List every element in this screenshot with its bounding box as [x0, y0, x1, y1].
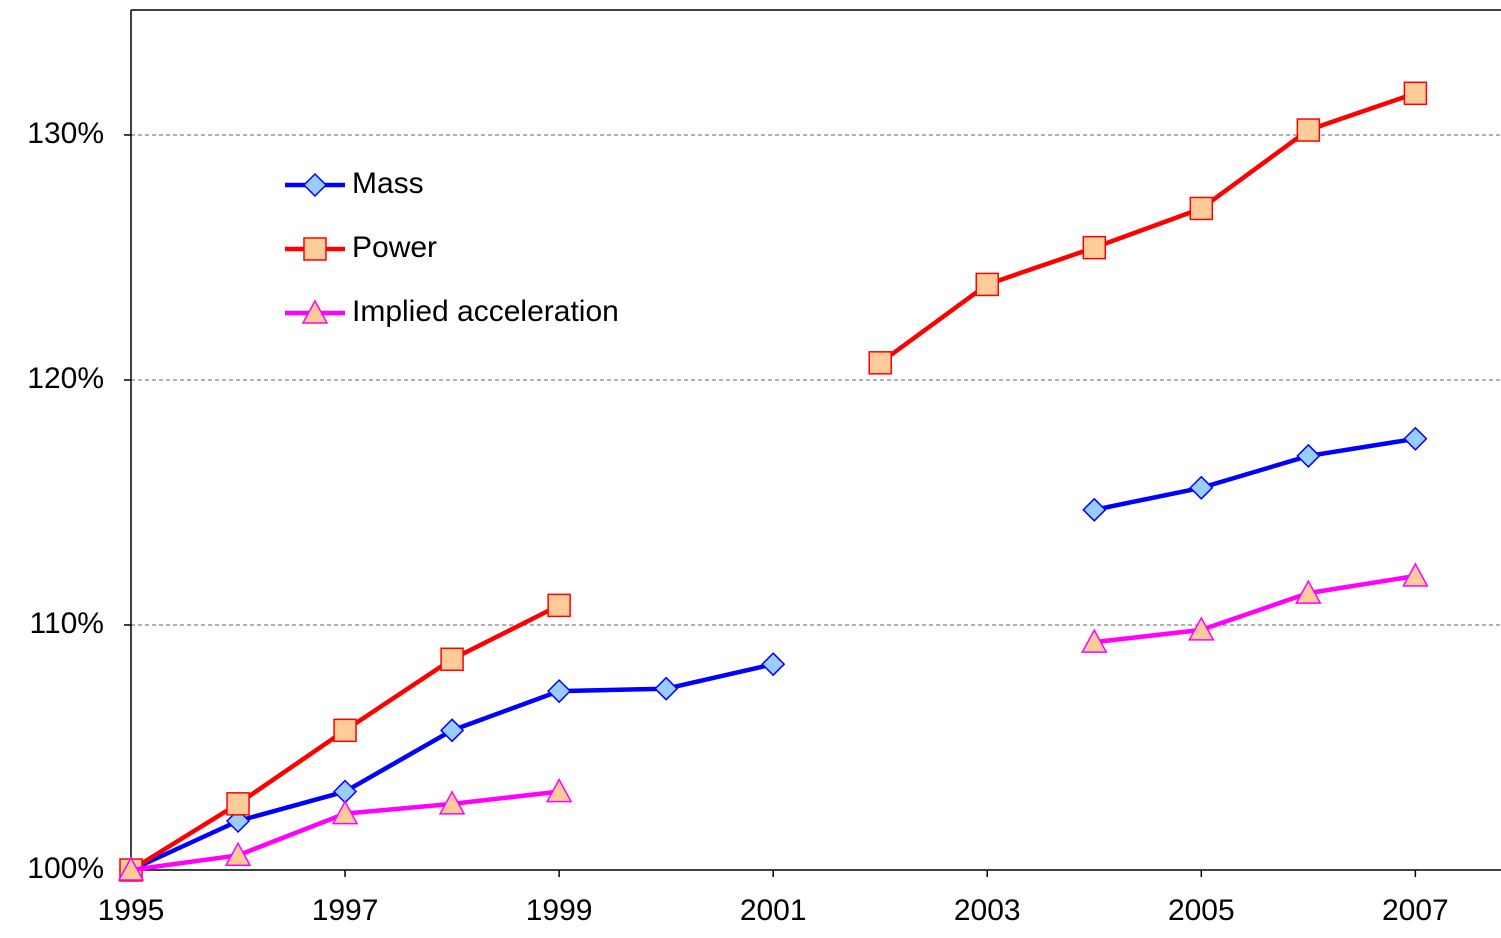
data-point — [117, 856, 145, 881]
series-line — [130, 661, 774, 873]
legend-marker — [301, 299, 329, 324]
data-point — [1189, 475, 1214, 500]
data-point — [975, 272, 999, 297]
legend-marker — [302, 172, 328, 198]
data-point — [440, 718, 465, 743]
data-point — [224, 841, 252, 867]
series-line — [1093, 436, 1416, 513]
data-point — [654, 676, 679, 701]
data-point — [1403, 81, 1428, 106]
data-point — [1403, 426, 1428, 451]
y-tick-label: 120% — [27, 362, 104, 395]
x-tick-label: 1997 — [312, 894, 379, 927]
x-tick-label: 1995 — [98, 894, 165, 927]
data-point — [440, 647, 464, 672]
data-point — [1296, 118, 1321, 142]
data-point — [761, 652, 786, 677]
data-point — [226, 792, 250, 816]
legend-marker — [303, 237, 327, 261]
data-point — [1082, 497, 1107, 522]
series-line — [878, 91, 1417, 365]
data-point — [1402, 562, 1429, 587]
data-point — [331, 800, 359, 825]
x-tick-label: 1999 — [526, 894, 593, 927]
x-tick-label: 2005 — [1168, 894, 1235, 927]
legend-label: Mass — [352, 167, 424, 200]
x-tick-label: 2003 — [954, 894, 1021, 927]
y-tick-label: 100% — [27, 852, 104, 885]
data-point — [868, 351, 892, 375]
data-point — [333, 779, 358, 804]
data-point — [545, 778, 573, 803]
data-point — [547, 679, 572, 704]
data-point — [1295, 579, 1322, 604]
data-point — [1189, 196, 1214, 221]
data-point — [1296, 443, 1321, 468]
x-tick-label: 2001 — [740, 894, 807, 927]
legend-label: Implied acceleration — [352, 295, 619, 328]
series-line — [1094, 573, 1416, 645]
x-tick-label: 2007 — [1382, 894, 1449, 927]
data-point — [1082, 235, 1107, 260]
data-point — [438, 790, 466, 815]
data-point — [547, 593, 571, 618]
data-point — [1081, 628, 1108, 653]
data-point — [1188, 616, 1215, 641]
legend-label: Power — [352, 231, 437, 264]
y-tick-label: 110% — [29, 607, 104, 640]
y-tick-label: 130% — [27, 117, 104, 150]
data-point — [333, 718, 357, 743]
